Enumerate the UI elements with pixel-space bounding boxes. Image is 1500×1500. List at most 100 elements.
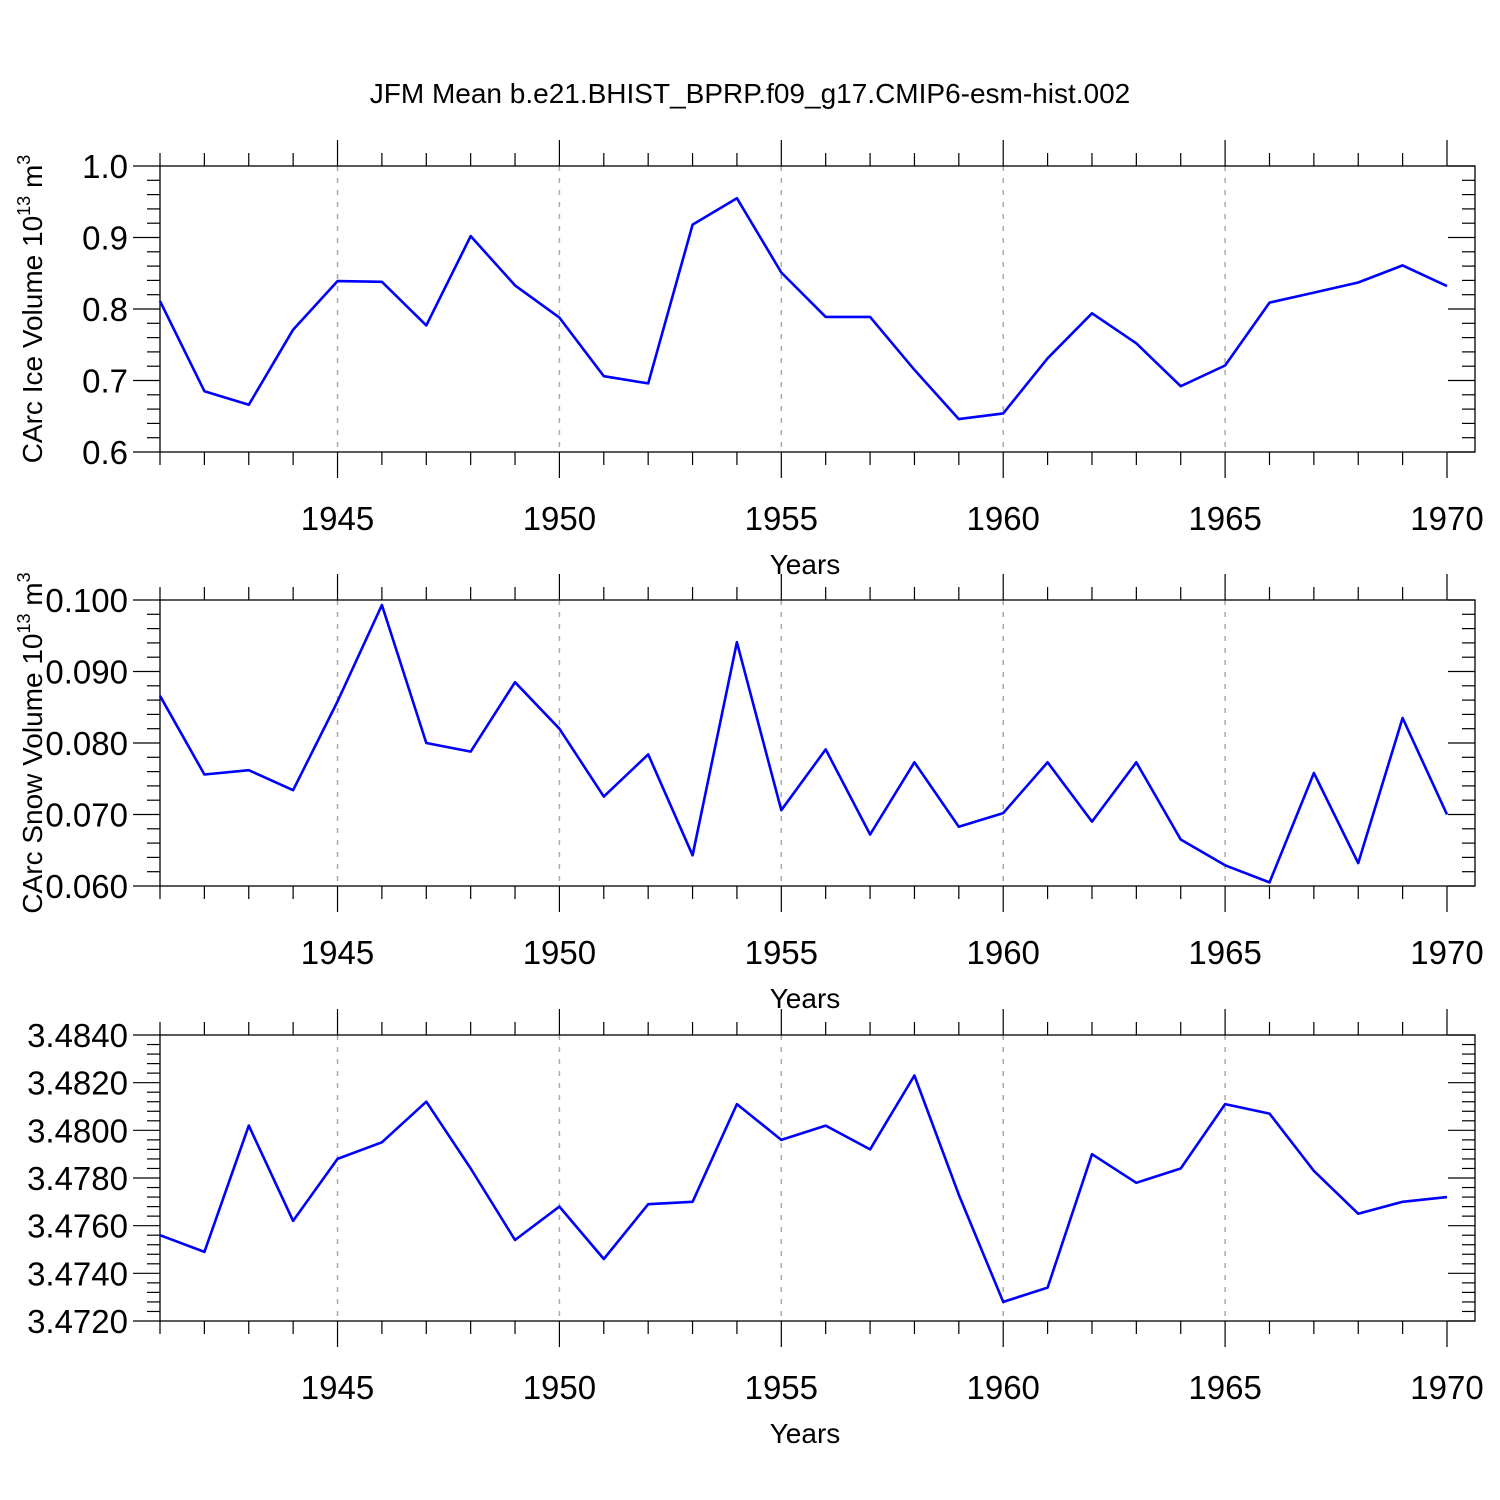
data-point <box>824 315 828 319</box>
data-point <box>424 741 428 745</box>
data-point <box>1134 1181 1138 1185</box>
x-tick-label: 1960 <box>966 1369 1039 1406</box>
data-point <box>1401 263 1405 267</box>
x-tick-label: 1970 <box>1410 1369 1483 1406</box>
data-point <box>1090 1152 1094 1156</box>
data-point <box>646 1202 650 1206</box>
data-point <box>202 389 206 393</box>
data-point <box>602 795 606 799</box>
data-point <box>1312 291 1316 295</box>
y-tick-label: 3.4760 <box>27 1208 128 1245</box>
y-tick-label: 0.100 <box>45 582 128 619</box>
data-point <box>691 853 695 857</box>
x-tick-label: 1970 <box>1410 500 1483 537</box>
y-tick-label: 0.7 <box>82 363 128 400</box>
x-tick-label: 1945 <box>301 500 374 537</box>
data-point <box>1046 356 1050 360</box>
y-axis-label: CArc Snow Volume 1013 m3 <box>14 572 48 913</box>
y-tick-label: 3.4780 <box>27 1160 128 1197</box>
y-axis-label-main: CArc Ice Volume 10 <box>17 216 48 463</box>
data-point <box>1223 863 1227 867</box>
x-tick-label: 1970 <box>1410 934 1483 971</box>
y-axis-label-unit-exponent: 3 <box>14 155 34 165</box>
data-point <box>380 1140 384 1144</box>
data-point <box>158 1233 162 1237</box>
data-point <box>735 196 739 200</box>
data-point <box>291 328 295 332</box>
data-point <box>557 316 561 320</box>
data-point <box>1401 1200 1405 1204</box>
series-line <box>159 1074 1448 1304</box>
data-point <box>380 603 384 607</box>
series-line <box>158 603 1449 884</box>
data-point <box>202 772 206 776</box>
y-tick-label: 0.070 <box>45 797 128 834</box>
y-tick-label: 3.4740 <box>27 1255 128 1292</box>
y-tick-label: 0.9 <box>82 220 128 257</box>
data-point <box>1267 880 1271 884</box>
data-point <box>1223 363 1227 367</box>
data-point <box>602 374 606 378</box>
x-tick-label: 1950 <box>523 500 596 537</box>
data-point <box>469 750 473 754</box>
data-point <box>1445 284 1449 288</box>
x-tick-label: 1965 <box>1188 934 1261 971</box>
series-line <box>158 196 1448 421</box>
x-tick-label: 1945 <box>301 1369 374 1406</box>
data-point <box>158 299 162 303</box>
data-point <box>957 417 961 421</box>
data-point <box>424 323 428 327</box>
x-tick-label: 1955 <box>745 1369 818 1406</box>
data-point <box>1179 384 1183 388</box>
data-point <box>513 283 517 287</box>
x-tick-label: 1950 <box>523 1369 596 1406</box>
panel-2: 0.060 0.070 0.080 0.090 0.100 1945 1950 1955 196… <box>14 572 1484 1014</box>
x-tick-label: 1950 <box>523 934 596 971</box>
x-axis-label: Years <box>770 549 841 580</box>
data-point <box>646 752 650 756</box>
data-point <box>557 1205 561 1209</box>
x-axis-label: Years <box>770 983 841 1014</box>
data-point <box>1046 760 1050 764</box>
data-point <box>779 808 783 812</box>
data-point <box>868 833 872 837</box>
data-point <box>202 1250 206 1254</box>
y-axis-label: CArc Ice Volume 1013 m3 <box>14 155 48 464</box>
data-point <box>779 271 783 275</box>
data-point <box>1223 1102 1227 1106</box>
data-point <box>824 1124 828 1128</box>
data-point <box>380 280 384 284</box>
y-tick-label: 3.4840 <box>27 1017 128 1054</box>
data-point <box>912 368 916 372</box>
data-point <box>868 1147 872 1151</box>
x-tick-label: 1960 <box>966 934 1039 971</box>
y-tick-label: 3.4800 <box>27 1112 128 1149</box>
data-point <box>336 700 340 704</box>
x-tick-label: 1955 <box>745 934 818 971</box>
y-tick-label: 0.090 <box>45 654 128 691</box>
y-tick-label: 0.060 <box>45 868 128 905</box>
y-axis-label-unit: m <box>17 165 48 196</box>
data-point <box>957 1193 961 1197</box>
data-point <box>691 223 695 227</box>
data-point <box>735 640 739 644</box>
data-point <box>1356 861 1360 865</box>
data-point <box>469 1166 473 1170</box>
x-tick-label: 1955 <box>745 500 818 537</box>
y-axis-label-main: CArc Snow Volume 10 <box>17 634 48 914</box>
x-tick-label: 1965 <box>1188 1369 1261 1406</box>
y-tick-label: 0.6 <box>82 434 128 471</box>
data-point <box>247 768 251 772</box>
data-point <box>336 1157 340 1161</box>
data-point <box>247 1124 251 1128</box>
x-tick-label: 1945 <box>301 934 374 971</box>
data-point <box>513 680 517 684</box>
data-point <box>735 1102 739 1106</box>
data-point <box>1090 820 1094 824</box>
data-point <box>1267 1112 1271 1116</box>
data-point <box>779 1138 783 1142</box>
y-tick-label: 0.080 <box>45 725 128 762</box>
data-point <box>1356 1212 1360 1216</box>
plot-frame <box>159 599 1476 887</box>
